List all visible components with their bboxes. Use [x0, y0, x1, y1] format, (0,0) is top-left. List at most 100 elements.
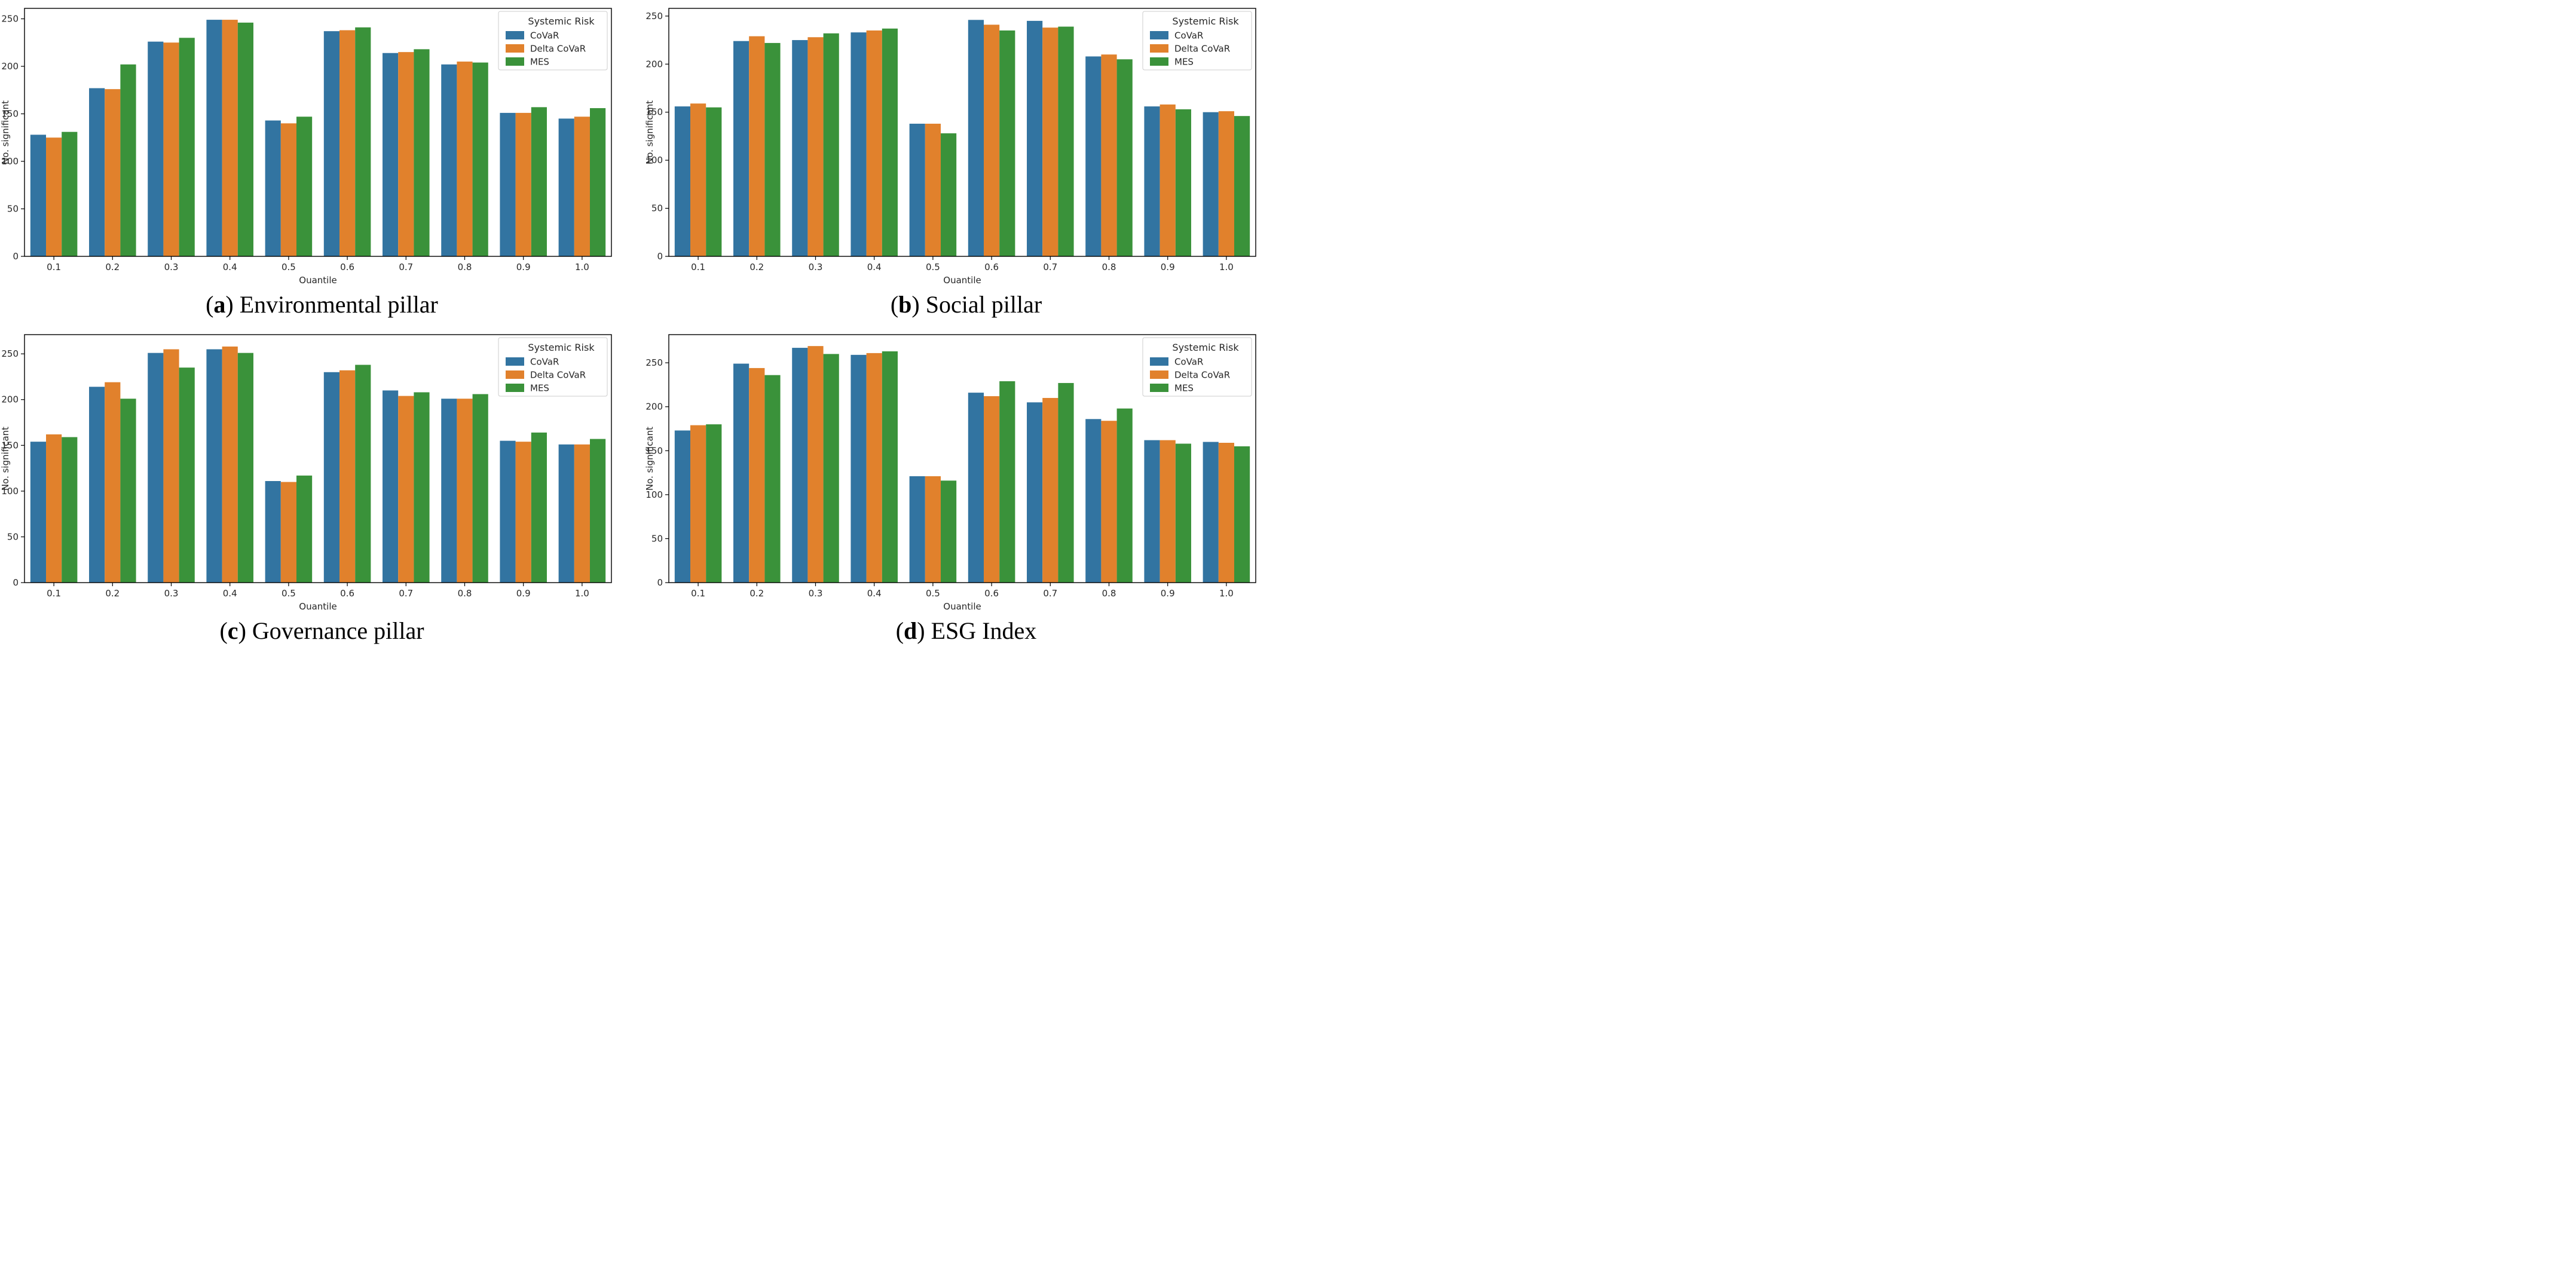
legend: Systemic Risk CoVaR Delta CoVaR MES: [498, 337, 608, 397]
bar: [237, 22, 253, 256]
panel-governance: 0 50 100 150 200 250 No. significant 0.1 0.2 0.3 0…: [0, 329, 644, 655]
bar: [30, 442, 47, 583]
bar: [706, 107, 722, 256]
y-tick-label: 150: [645, 445, 663, 456]
bar: [148, 353, 164, 583]
x-tick-label: 0.2: [105, 588, 120, 599]
bar: [1234, 116, 1250, 256]
bar-chart: 0 50 100 150 200 250 No. significant 0.1 0.2 0.3 0…: [0, 2, 644, 286]
bar: [850, 354, 867, 583]
legend: Systemic Risk CoVaR Delta CoVaR MES: [1142, 11, 1252, 71]
bar: [1101, 421, 1117, 583]
x-tick-label: 0.4: [867, 588, 882, 599]
bar: [807, 346, 824, 583]
bar: [940, 133, 957, 256]
bar: [1058, 26, 1074, 257]
y-tick-label: 0: [13, 251, 19, 262]
legend-swatch: [1150, 57, 1168, 66]
figure-grid: 0 50 100 150 200 250 No. significant 0.1 0.2 0.3 0…: [0, 0, 1288, 655]
bar: [823, 33, 839, 256]
bar: [163, 42, 179, 257]
legend-swatch: [1150, 384, 1168, 392]
bar: [984, 396, 1000, 583]
y-axis-label: No. significant: [644, 427, 655, 491]
legend-swatch: [506, 57, 524, 66]
bar: [355, 27, 371, 257]
y-tick-label: 200: [1, 61, 19, 72]
x-axis-label: Quantile: [299, 601, 336, 610]
bar: [574, 444, 590, 583]
legend-swatch: [506, 31, 524, 39]
legend-swatch: [1150, 370, 1168, 379]
x-tick-label: 1.0: [575, 262, 589, 272]
bar: [457, 399, 473, 583]
legend-swatch: [506, 384, 524, 392]
caption-social: (b) Social pillar: [891, 292, 1042, 318]
legend-entry-label: MES: [1174, 383, 1194, 394]
x-tick-label: 0.7: [399, 262, 413, 272]
x-tick-label: 0.9: [516, 588, 531, 599]
bar: [1218, 443, 1234, 583]
bar: [105, 382, 121, 583]
bar: [222, 20, 238, 256]
bar: [574, 117, 590, 256]
caption-text: Governance pillar: [252, 617, 424, 644]
x-tick-label: 1.0: [1219, 588, 1234, 599]
y-tick-label: 200: [1, 394, 19, 405]
bar: [1159, 104, 1176, 256]
x-tick-label: 0.8: [1102, 262, 1116, 272]
bar: [323, 372, 340, 583]
y-tick-label: 150: [1, 108, 19, 119]
bar: [1101, 54, 1117, 257]
x-tick-label: 0.6: [340, 588, 354, 599]
caption-label: (b): [890, 291, 920, 318]
bar: [531, 432, 547, 583]
bar: [383, 53, 399, 256]
bar: [206, 349, 222, 583]
bar: [589, 439, 606, 583]
bar: [179, 367, 195, 583]
x-axis-label: Quantile: [943, 601, 981, 610]
bar: [515, 112, 531, 256]
panel-social: 0 50 100 150 200 250 No. significant 0.1 0.2 0.3 0…: [644, 2, 1288, 329]
legend-entry-label: Delta CoVaR: [530, 370, 586, 381]
x-tick-label: 0.3: [164, 262, 179, 272]
legend-title: Systemic Risk: [528, 342, 595, 353]
bar: [925, 124, 941, 256]
bar: [733, 41, 749, 256]
bar: [383, 390, 399, 583]
x-tick-label: 0.8: [458, 588, 472, 599]
bar: [46, 137, 62, 256]
bar: [414, 392, 430, 583]
bar: [1144, 106, 1160, 256]
bar: [807, 37, 824, 256]
bar: [823, 354, 839, 583]
bar: [706, 424, 722, 583]
legend-title: Systemic Risk: [528, 16, 595, 27]
chart-environmental-pillar: 0 50 100 150 200 250 No. significant 0.1 0.2 0.3 0…: [0, 2, 644, 286]
y-tick-label: 50: [651, 533, 663, 544]
bar: [531, 107, 547, 256]
x-tick-label: 0.3: [809, 588, 823, 599]
caption-environmental: (a) Environmental pillar: [206, 292, 438, 318]
bar: [690, 425, 706, 583]
bar: [984, 24, 1000, 257]
bar: [558, 118, 574, 256]
bar: [866, 353, 882, 583]
x-tick-label: 0.2: [105, 262, 120, 272]
bar: [1234, 446, 1250, 583]
legend-entry-label: Delta CoVaR: [530, 44, 586, 54]
legend-entry-label: CoVaR: [1174, 357, 1203, 367]
x-tick-label: 0.1: [691, 262, 705, 272]
y-axis-label: No. significant: [0, 100, 11, 164]
bar: [1218, 111, 1234, 256]
bar-chart: 0 50 100 150 200 250 No. significant 0.1 0.2 0.3 0…: [644, 2, 1288, 286]
legend-title: Systemic Risk: [1172, 342, 1239, 353]
x-axis-label: Quantile: [943, 275, 981, 283]
bar: [296, 117, 313, 256]
bar: [457, 62, 473, 256]
x-tick-label: 0.9: [1161, 262, 1175, 272]
y-tick-label: 150: [1, 440, 19, 451]
bar: [558, 444, 574, 583]
bar: [589, 108, 606, 256]
